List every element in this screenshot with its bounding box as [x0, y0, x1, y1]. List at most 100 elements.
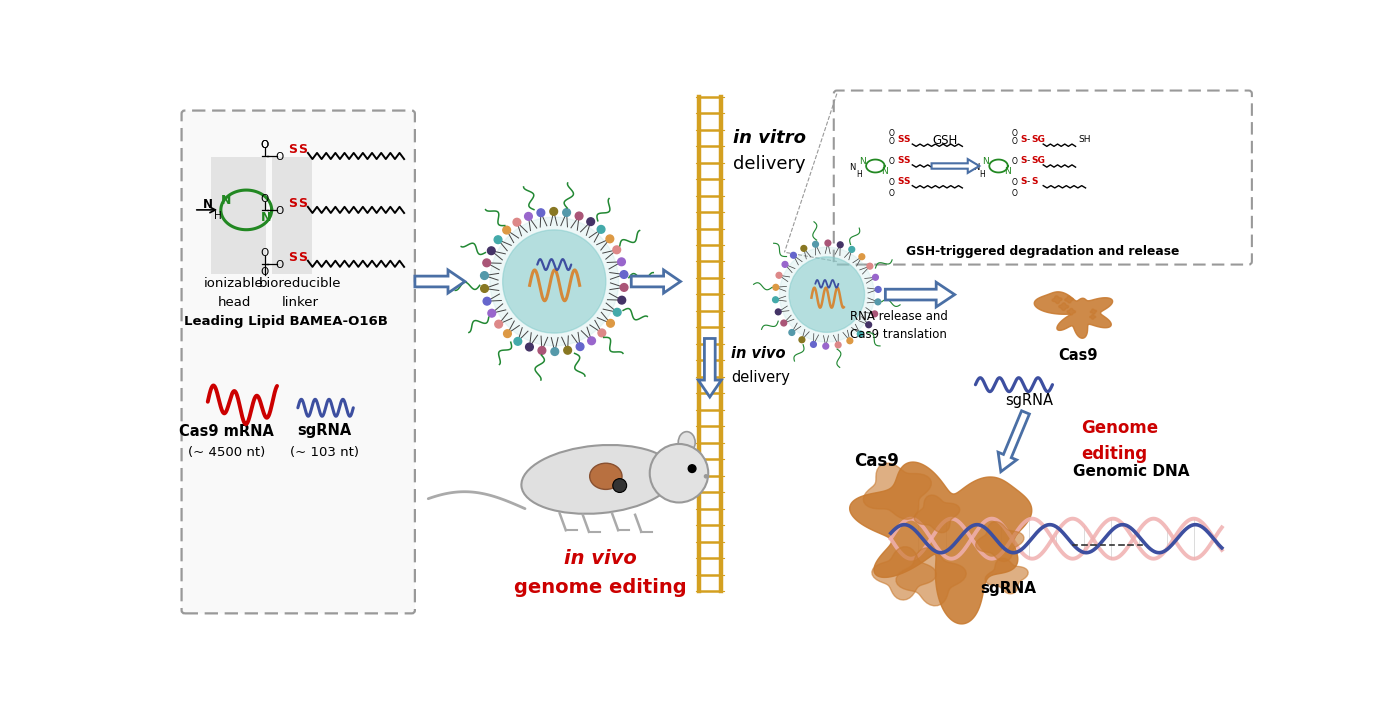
Text: O: O	[889, 178, 895, 188]
Circle shape	[483, 297, 491, 305]
Text: in vitro: in vitro	[734, 129, 806, 147]
Circle shape	[872, 274, 878, 280]
Text: GSH: GSH	[932, 135, 958, 147]
Circle shape	[483, 259, 490, 266]
Circle shape	[837, 242, 843, 248]
Circle shape	[791, 252, 797, 258]
Text: bioreducible: bioreducible	[259, 277, 342, 290]
Circle shape	[865, 322, 872, 328]
Circle shape	[503, 230, 606, 333]
Polygon shape	[914, 495, 960, 533]
Text: S: S	[1021, 156, 1026, 165]
Text: N: N	[881, 168, 888, 176]
Text: H: H	[214, 211, 221, 221]
Circle shape	[781, 320, 787, 326]
Polygon shape	[1065, 296, 1074, 303]
Circle shape	[617, 296, 626, 304]
Circle shape	[848, 246, 854, 252]
Text: O: O	[889, 158, 895, 166]
Text: S: S	[288, 197, 297, 210]
Circle shape	[563, 208, 570, 216]
Text: H: H	[855, 170, 861, 179]
Text: -: -	[1026, 177, 1029, 185]
Circle shape	[650, 444, 708, 503]
Text: N: N	[858, 158, 865, 166]
Circle shape	[799, 337, 805, 343]
Circle shape	[860, 253, 865, 260]
Circle shape	[550, 208, 557, 216]
Text: sgRNA: sgRNA	[298, 423, 351, 438]
Text: Genomic DNA: Genomic DNA	[1074, 463, 1190, 478]
Text: O: O	[260, 140, 269, 150]
Circle shape	[773, 297, 778, 303]
Circle shape	[487, 247, 496, 255]
Polygon shape	[1091, 309, 1096, 314]
Circle shape	[480, 285, 489, 292]
Text: -: -	[1026, 156, 1029, 165]
Circle shape	[790, 257, 865, 332]
Circle shape	[857, 331, 864, 337]
Circle shape	[613, 246, 620, 253]
Circle shape	[613, 478, 627, 493]
Circle shape	[783, 261, 788, 267]
Circle shape	[480, 271, 489, 279]
Text: N: N	[850, 163, 855, 172]
Circle shape	[867, 263, 872, 269]
Polygon shape	[1035, 292, 1113, 338]
Circle shape	[776, 309, 781, 315]
Text: O: O	[276, 260, 284, 270]
Circle shape	[617, 258, 626, 266]
Text: S: S	[897, 135, 903, 144]
Polygon shape	[414, 270, 465, 293]
Polygon shape	[976, 521, 1023, 561]
Polygon shape	[872, 547, 937, 600]
Circle shape	[613, 309, 622, 316]
Polygon shape	[1089, 314, 1096, 319]
Text: O: O	[1012, 158, 1018, 166]
Text: SH: SH	[1078, 135, 1091, 144]
Circle shape	[704, 475, 707, 478]
Circle shape	[598, 226, 605, 233]
Circle shape	[598, 329, 606, 337]
Text: S: S	[903, 156, 910, 165]
Circle shape	[790, 329, 795, 335]
Text: S: S	[288, 251, 297, 263]
Text: H: H	[979, 170, 984, 179]
Polygon shape	[885, 282, 955, 307]
Text: S: S	[1021, 177, 1026, 185]
Text: editing: editing	[1081, 445, 1147, 463]
Text: (~ 103 nt): (~ 103 nt)	[290, 446, 360, 459]
Text: (~ 4500 nt): (~ 4500 nt)	[188, 446, 265, 459]
Ellipse shape	[521, 445, 675, 514]
Circle shape	[588, 337, 595, 344]
Circle shape	[606, 235, 613, 243]
Polygon shape	[864, 463, 931, 519]
Text: genome editing: genome editing	[514, 578, 687, 596]
Text: head: head	[217, 296, 251, 309]
Text: O: O	[889, 189, 895, 198]
Text: Cas9: Cas9	[1058, 348, 1098, 363]
Text: S: S	[1030, 177, 1037, 185]
Text: O: O	[1012, 129, 1018, 138]
Text: N: N	[1004, 168, 1011, 176]
Circle shape	[847, 338, 853, 344]
Text: S: S	[897, 156, 903, 165]
Circle shape	[801, 246, 806, 251]
Text: N: N	[260, 211, 272, 224]
Text: sgRNA: sgRNA	[1005, 392, 1053, 407]
Text: N: N	[221, 194, 231, 207]
Text: N: N	[973, 163, 979, 172]
Circle shape	[577, 343, 584, 351]
Circle shape	[836, 342, 841, 348]
Ellipse shape	[589, 463, 622, 490]
Text: O: O	[260, 248, 269, 258]
Text: in vivo: in vivo	[564, 549, 637, 568]
FancyBboxPatch shape	[834, 90, 1252, 264]
Circle shape	[525, 213, 532, 221]
Circle shape	[823, 343, 829, 349]
Circle shape	[875, 299, 881, 305]
Circle shape	[525, 343, 533, 351]
Circle shape	[489, 309, 496, 317]
Circle shape	[587, 218, 595, 226]
Polygon shape	[699, 339, 721, 397]
